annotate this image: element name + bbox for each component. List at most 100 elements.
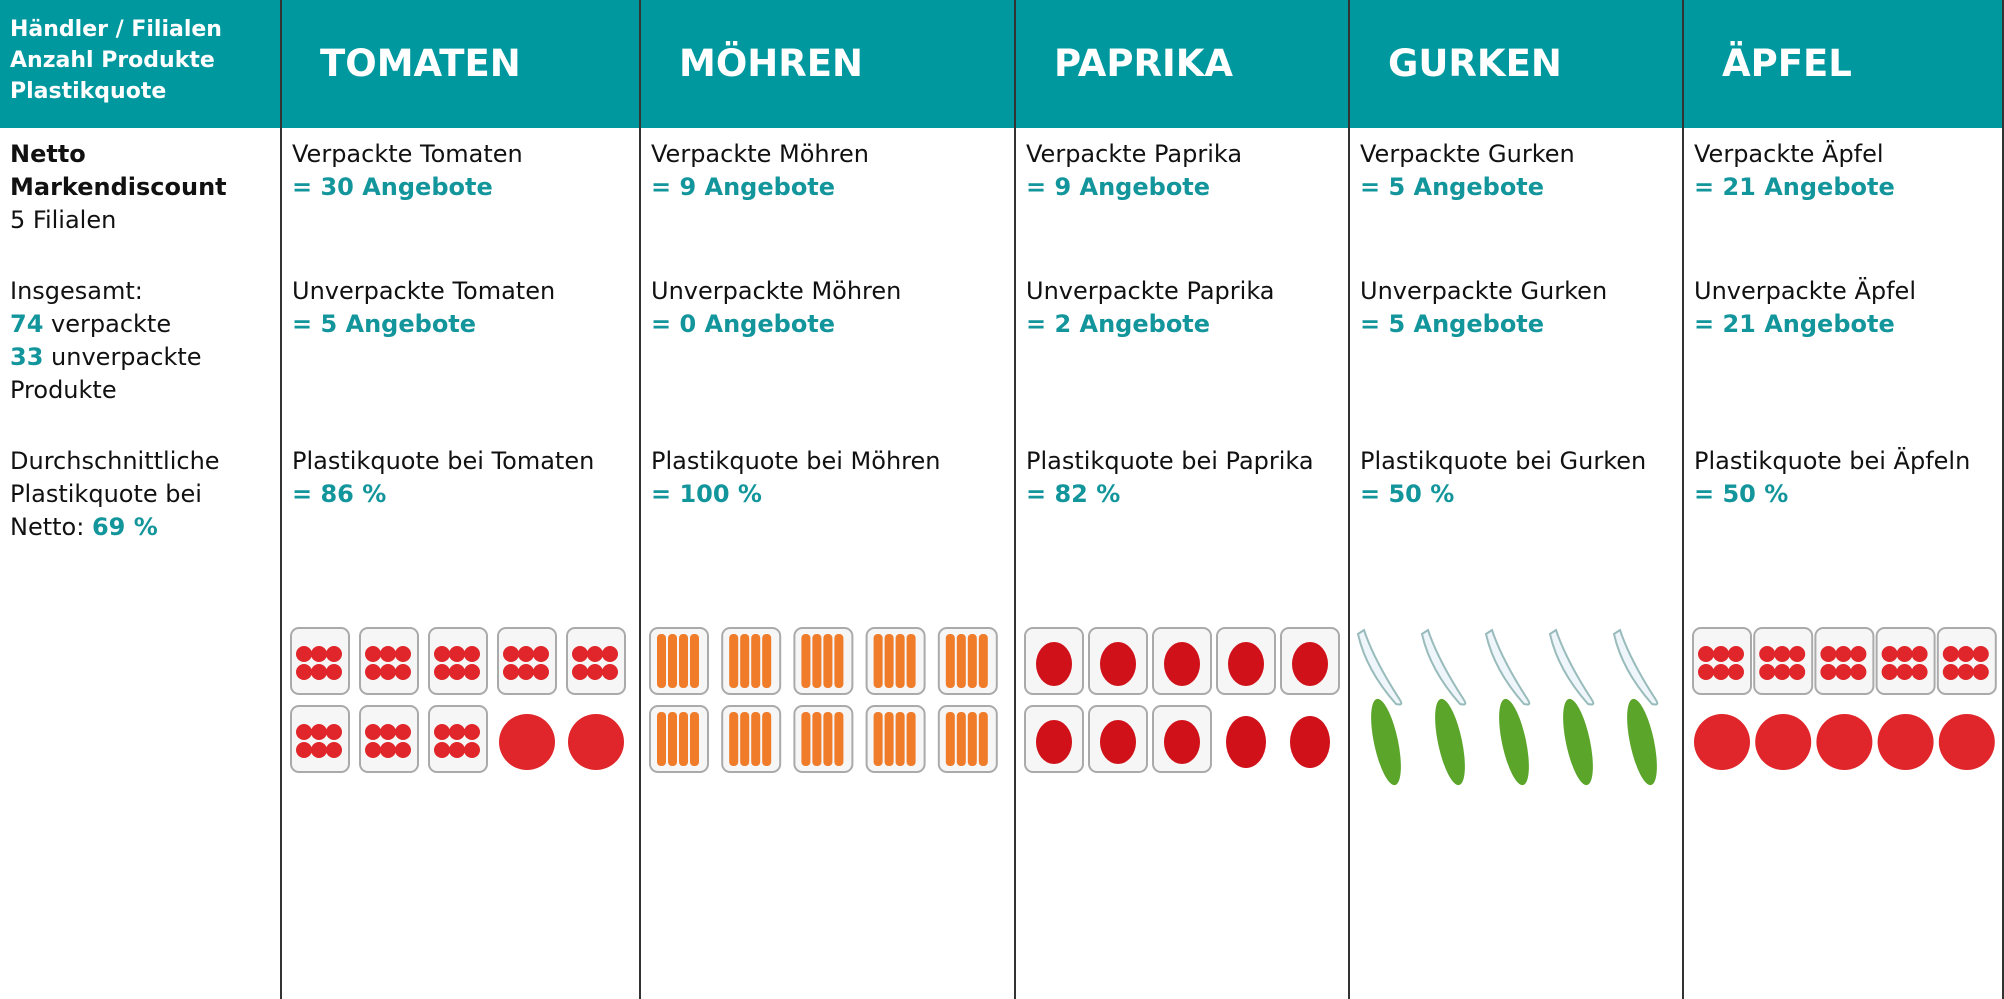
cucumber-bag (1484, 628, 1531, 706)
carrot (762, 712, 772, 766)
apple (1789, 664, 1806, 680)
tomato (296, 742, 312, 758)
tomato (434, 646, 450, 662)
block-value: = 5 Angebote (1360, 310, 1545, 338)
cucumber-bag (1356, 628, 1403, 706)
carrot (690, 712, 699, 766)
packed-label: verpackte (51, 310, 172, 338)
apple (1694, 714, 1750, 770)
unpacked-label: unverpackte Produkte (10, 343, 202, 404)
carrot (978, 634, 988, 688)
header-line: Händler / Filialen (10, 17, 222, 42)
block-label: Unverpackte Äpfel (1694, 277, 1916, 305)
product-block: Plastikquote bei Möhren = 100 % (651, 445, 1008, 511)
column-header: MÖHREN (641, 0, 1016, 128)
apple (1820, 664, 1837, 680)
tomato (326, 646, 342, 662)
product-block: Verpackte Paprika = 9 Angebote (1026, 138, 1342, 204)
product-column: Verpackte Gurken = 5 Angebote Unverpackte … (1350, 128, 1684, 999)
tomato (587, 646, 603, 662)
tomato (326, 742, 342, 758)
retailer-column: Netto Markendiscount 5 Filialen Insgesam… (0, 128, 282, 999)
total-label: Insgesamt: (10, 277, 143, 305)
block-value: = 82 % (1026, 480, 1121, 508)
apple (1957, 646, 1974, 662)
carrot (668, 634, 677, 688)
tomato (449, 646, 465, 662)
apple (1774, 664, 1791, 680)
carrot (873, 712, 883, 766)
carrot (679, 712, 688, 766)
tomato (572, 664, 588, 680)
carrot (751, 712, 761, 766)
tomato (572, 646, 588, 662)
avg-value: 69 % (91, 513, 158, 541)
apple (1850, 646, 1867, 662)
tomato (434, 742, 450, 758)
product-column: Verpackte Möhren = 9 Angebote Unverpackte … (641, 128, 1016, 999)
block-label: Unverpackte Möhren (651, 277, 902, 305)
tomato (365, 724, 381, 740)
apple (1698, 664, 1714, 680)
block-value: = 5 Angebote (292, 310, 477, 338)
apple (1789, 646, 1806, 662)
apple (1911, 646, 1928, 662)
carrot (823, 634, 833, 688)
tomato (533, 664, 549, 680)
apple (1698, 646, 1714, 662)
block-value: = 21 Angebote (1694, 310, 1895, 338)
block-label: Verpackte Paprika (1026, 140, 1243, 168)
apple (1972, 664, 1989, 680)
pepper (1036, 642, 1072, 686)
tomato (449, 664, 465, 680)
tomato (395, 742, 411, 758)
tomato (503, 646, 519, 662)
product-block: Plastikquote bei Tomaten = 86 % (292, 445, 633, 511)
block-value: = 86 % (292, 480, 387, 508)
avg-block: Durchschnittliche Plastikquote bei Netto… (10, 445, 220, 544)
block-label: Verpackte Äpfel (1694, 140, 1884, 168)
unpacked-line: 33 unverpackte Produkte (10, 341, 240, 407)
packed-count: 74 (10, 310, 44, 338)
apple (1942, 664, 1959, 680)
carrot (895, 712, 905, 766)
tomato (518, 646, 534, 662)
block-label: Unverpackte Tomaten (292, 277, 556, 305)
tomato (380, 724, 396, 740)
apple (1820, 646, 1837, 662)
tomato (311, 742, 327, 758)
product-icons (649, 627, 998, 773)
apple (1881, 646, 1898, 662)
cucumber (1371, 698, 1401, 786)
product-block: Unverpackte Gurken = 5 Angebote (1360, 275, 1676, 341)
apple (1759, 664, 1776, 680)
retailer-block: Netto Markendiscount 5 Filialen (10, 138, 240, 237)
tomato (602, 664, 618, 680)
carrot (884, 634, 894, 688)
product-block: Verpackte Möhren = 9 Angebote (651, 138, 1008, 204)
tomato (464, 724, 480, 740)
carrot (657, 634, 666, 688)
avg-label: Durchschnittliche Plastikquote bei Netto… (10, 447, 220, 541)
tomato (296, 724, 312, 740)
pepper (1290, 716, 1330, 768)
tomato (365, 646, 381, 662)
column-header: ÄPFEL (1684, 0, 2004, 128)
tomato (380, 742, 396, 758)
carrot (884, 712, 894, 766)
carrot (834, 634, 844, 688)
product-block: Unverpackte Möhren = 0 Angebote (651, 275, 1008, 341)
cucumber (1563, 698, 1593, 786)
pepper (1100, 720, 1136, 764)
tomato (395, 646, 411, 662)
apple (1942, 646, 1959, 662)
tomato (499, 714, 555, 770)
tomato (602, 646, 618, 662)
product-block: Unverpackte Tomaten = 5 Angebote (292, 275, 633, 341)
carrot (834, 712, 844, 766)
apple (1728, 646, 1744, 662)
carrot (740, 634, 750, 688)
tomato (434, 664, 450, 680)
block-label: Plastikquote bei Gurken (1360, 447, 1647, 475)
apple (1835, 646, 1852, 662)
